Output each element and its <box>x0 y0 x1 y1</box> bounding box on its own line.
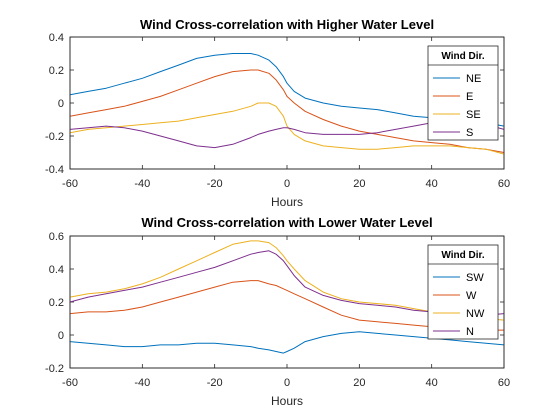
x-tick-label: 40 <box>426 377 438 389</box>
legend-box-higher <box>427 45 499 141</box>
x-tick-label: 20 <box>353 178 365 190</box>
series-line-se <box>69 102 505 155</box>
y-ticks-higher: -0.4 -0.2 0 0.2 0.4 <box>45 32 504 176</box>
legend-label-sw: SW <box>466 272 484 284</box>
legend-label-se: SE <box>466 109 481 121</box>
x-tick-label: 0 <box>284 377 290 389</box>
y-tick-label: 0.2 <box>49 65 64 77</box>
x-tick-label: 60 <box>498 377 510 389</box>
y-tick-label: 0.4 <box>49 32 64 44</box>
y-tick-label: -0.4 <box>45 164 64 176</box>
legend-label-w: W <box>466 290 477 302</box>
x-tick-label: 0 <box>284 178 290 190</box>
series-lines-higher <box>69 53 505 155</box>
x-tick-label: 40 <box>426 178 438 190</box>
y-tick-label: -0.2 <box>45 131 64 143</box>
chart-title-higher: Wind Cross-correlation with Higher Water… <box>140 17 434 32</box>
series-line-nw <box>69 240 505 321</box>
legend-label-nw: NW <box>466 308 485 320</box>
y-tick-label: 0.6 <box>49 231 64 243</box>
y-ticks-lower: -0.2 0 0.2 0.4 0.6 <box>45 231 504 375</box>
y-tick-label: 0 <box>58 98 64 110</box>
plot-border-higher <box>69 36 505 170</box>
x-tick-label: -40 <box>134 377 150 389</box>
legend-label-s: S <box>466 127 473 139</box>
y-tick-label: 0.2 <box>49 297 64 309</box>
series-line-e <box>69 69 505 153</box>
y-tick-label: 0.4 <box>49 264 64 276</box>
x-tick-label: -60 <box>62 178 78 190</box>
plot-border-lower <box>69 235 505 369</box>
subplot-lower: Wind Cross-correlation with Lower Water … <box>45 215 510 408</box>
legend-items-higher: NE E SE S <box>433 73 481 139</box>
legend-title-lower: Wind Dir. <box>441 250 484 261</box>
legend-higher: Wind Dir. NE E SE S <box>427 45 499 141</box>
x-tick-label: -60 <box>62 377 78 389</box>
x-tick-label: -40 <box>134 178 150 190</box>
series-line-s <box>69 119 505 149</box>
chart-title-lower: Wind Cross-correlation with Lower Water … <box>141 215 432 230</box>
series-line-ne <box>69 53 505 127</box>
subplot-higher: Wind Cross-correlation with Higher Water… <box>45 17 510 209</box>
y-tick-label: 0 <box>58 330 64 342</box>
legend-label-ne: NE <box>466 73 481 85</box>
x-tick-label: 60 <box>498 178 510 190</box>
x-axis-label-lower: Hours <box>271 394 303 408</box>
x-axis-label-higher: Hours <box>271 195 303 209</box>
x-tick-label: 20 <box>353 377 365 389</box>
y-tick-label: -0.2 <box>45 363 64 375</box>
x-ticks-lower: -60 -40 -20 0 20 40 60 <box>62 236 510 389</box>
legend-items-lower: SW W NW N <box>433 272 485 338</box>
legend-label-e: E <box>466 91 473 103</box>
x-ticks-higher: -60 -40 -20 0 20 40 60 <box>62 37 510 190</box>
series-lines-lower <box>69 240 505 354</box>
legend-title-higher: Wind Dir. <box>441 51 484 62</box>
series-line-w <box>69 280 504 331</box>
legend-lower: Wind Dir. SW W NW N <box>427 244 499 340</box>
legend-box-lower <box>427 244 499 340</box>
x-tick-label: -20 <box>207 377 223 389</box>
legend-label-n: N <box>466 326 474 338</box>
series-line-n <box>69 250 505 316</box>
x-tick-label: -20 <box>207 178 223 190</box>
series-line-sw <box>69 331 505 354</box>
